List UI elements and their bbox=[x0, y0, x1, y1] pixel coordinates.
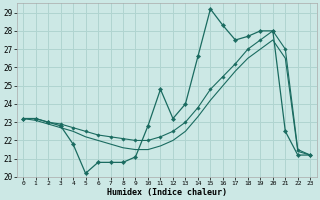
X-axis label: Humidex (Indice chaleur): Humidex (Indice chaleur) bbox=[107, 188, 227, 197]
